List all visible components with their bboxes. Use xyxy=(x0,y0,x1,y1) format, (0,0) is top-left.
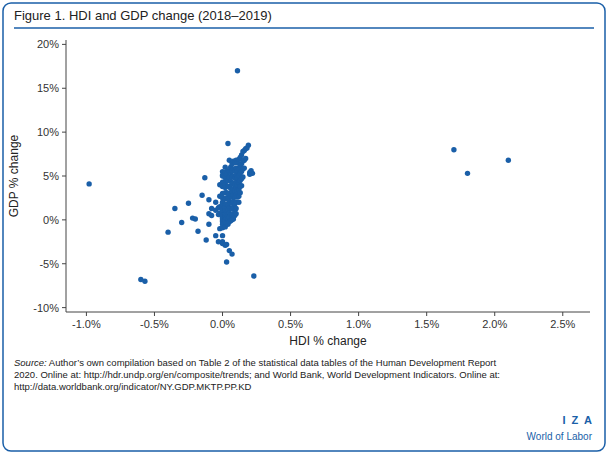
point xyxy=(220,233,225,238)
point xyxy=(199,193,204,198)
point xyxy=(236,200,241,205)
y-tick xyxy=(62,219,66,220)
point xyxy=(206,222,211,227)
logo-subtitle: World of Labor xyxy=(527,431,593,442)
x-tick xyxy=(426,312,427,316)
point xyxy=(243,156,248,161)
point xyxy=(451,147,456,152)
point xyxy=(225,141,230,146)
point xyxy=(238,190,243,195)
y-axis-label: GDP % change xyxy=(7,134,21,217)
title-rule xyxy=(14,27,594,29)
frame-border xyxy=(3,3,605,451)
point xyxy=(172,206,177,211)
x-tick-label: 1.0% xyxy=(346,318,371,330)
x-tick xyxy=(494,312,495,316)
point xyxy=(250,171,255,176)
chart: Figure 1. HDI and GDP change (2018–2019)… xyxy=(0,0,608,454)
y-tick-label: 20% xyxy=(37,38,59,50)
x-tick xyxy=(358,312,359,316)
y-tick xyxy=(62,88,66,89)
point xyxy=(209,213,214,218)
point xyxy=(203,237,208,242)
point xyxy=(235,68,240,73)
point xyxy=(193,216,198,221)
source-text: 2020. Online at: http://hdr.undp.org/en/… xyxy=(14,369,500,380)
point xyxy=(179,220,184,225)
point xyxy=(242,165,247,170)
x-tick-label: 1.5% xyxy=(414,318,439,330)
point xyxy=(86,181,91,186)
y-tick-label: 5% xyxy=(43,170,59,182)
point xyxy=(142,279,147,284)
x-tick xyxy=(86,312,87,316)
x-tick xyxy=(562,312,563,316)
source-label: Source: xyxy=(14,357,47,368)
y-tick xyxy=(62,132,66,133)
point xyxy=(229,251,234,256)
logo: I Z A xyxy=(562,414,592,426)
point xyxy=(213,200,218,205)
point xyxy=(202,175,207,180)
y-tick-label: 10% xyxy=(37,126,59,138)
source-note: Source: Author’s own compilation based o… xyxy=(14,357,500,392)
point xyxy=(506,158,511,163)
point xyxy=(213,233,218,238)
source-text: Author’s own compilation based on Table … xyxy=(47,357,497,368)
x-tick xyxy=(290,312,291,316)
point xyxy=(224,259,229,264)
x-tick-label: 2.5% xyxy=(550,318,575,330)
x-tick xyxy=(154,312,155,316)
point xyxy=(224,242,229,247)
point xyxy=(251,273,256,278)
y-tick xyxy=(62,307,66,308)
point xyxy=(240,174,245,179)
point xyxy=(239,183,244,188)
x-tick-label: 0.5% xyxy=(278,318,303,330)
y-tick-label: -10% xyxy=(33,302,59,314)
point xyxy=(233,206,238,211)
x-axis-label: HDI % change xyxy=(289,334,367,348)
point xyxy=(195,229,200,234)
x-axis-line xyxy=(66,312,590,313)
x-tick xyxy=(222,312,223,316)
y-tick xyxy=(62,44,66,45)
x-tick-label: 2.0% xyxy=(482,318,507,330)
point xyxy=(465,171,470,176)
y-tick-label: 15% xyxy=(37,82,59,94)
y-tick xyxy=(62,263,66,264)
x-tick-label: 0.0% xyxy=(210,318,235,330)
point xyxy=(165,229,170,234)
point xyxy=(233,211,238,216)
point xyxy=(206,197,211,202)
x-tick-label: -1.0% xyxy=(72,318,101,330)
y-tick-label: -5% xyxy=(39,258,59,270)
y-tick xyxy=(62,176,66,177)
points xyxy=(86,68,511,284)
point xyxy=(186,201,191,206)
y-tick-label: 0% xyxy=(43,214,59,226)
point xyxy=(246,143,251,148)
x-tick-label: -0.5% xyxy=(140,318,169,330)
title: Figure 1. HDI and GDP change (2018–2019) xyxy=(14,8,272,23)
source-text: http://data.worldbank.org/indicator/NY.G… xyxy=(14,381,252,392)
